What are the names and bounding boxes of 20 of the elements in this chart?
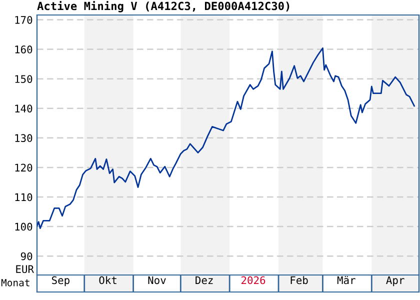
- y-tick-label: 90: [20, 252, 32, 260]
- y-tick-label: 110: [15, 193, 32, 202]
- y-tick-label: 140: [15, 104, 32, 112]
- x-tick-label: Feb: [290, 276, 308, 284]
- x-axis-title: Monat: [1, 279, 30, 286]
- y-tick-label: 120: [15, 164, 32, 172]
- x-tick-label: 2026: [241, 276, 266, 284]
- x-tick-label: Apr: [386, 276, 404, 286]
- y-tick-label: 170: [15, 16, 32, 24]
- x-tick-label: Dez: [196, 276, 213, 284]
- x-tick-label: Nov: [148, 276, 166, 284]
- y-tick-label: 160: [15, 46, 32, 54]
- x-tick-label: Mär: [337, 276, 356, 284]
- y-tick-label: 150: [15, 75, 32, 83]
- y-tick-label: 130: [15, 134, 32, 142]
- x-tick-label: Sep: [52, 276, 70, 286]
- chart-title: Active Mining V (A412C3, DE000A412C30): [37, 0, 290, 12]
- y-axis-title: EUR: [16, 265, 34, 274]
- y-tick-label: 100: [15, 222, 32, 231]
- x-tick-label: Okt: [99, 276, 116, 284]
